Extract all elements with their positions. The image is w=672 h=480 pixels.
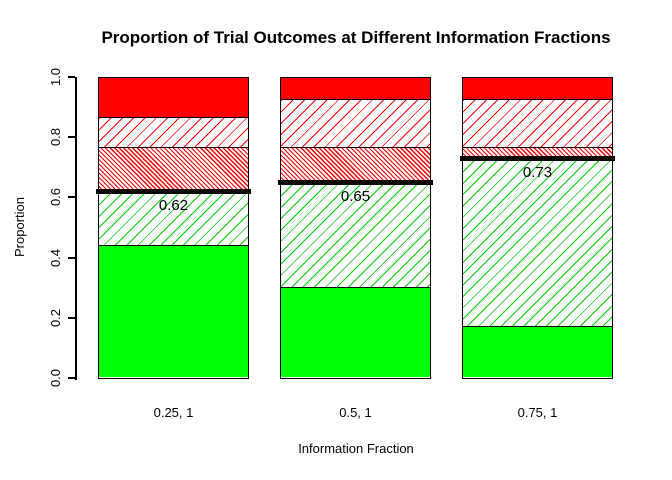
bar-0-5-1: [280, 77, 431, 379]
y-tick-label: 1.0: [48, 67, 63, 87]
bar-segment-solid-green: [281, 287, 430, 377]
y-tick: [68, 136, 75, 139]
chart-title: Proportion of Trial Outcomes at Differen…: [101, 28, 611, 47]
bar-segment-hatched-red-sparse: [281, 98, 430, 147]
y-tick: [68, 256, 75, 259]
threshold-line: [96, 189, 251, 195]
y-tick: [68, 377, 75, 379]
y-tick: [68, 316, 75, 319]
y-tick-label: 0.8: [48, 128, 63, 147]
bar-segment-hatched-green: [99, 191, 248, 246]
bar-segment-hatched-red-dense: [281, 146, 430, 183]
bar-segment-solid-red: [99, 78, 248, 117]
bar-segment-hatched-green: [281, 182, 430, 288]
bar-segment-solid-red: [463, 78, 612, 99]
y-tick: [68, 196, 75, 199]
x-axis-title: Information Fraction: [298, 441, 414, 456]
threshold-line: [460, 156, 615, 162]
threshold-line: [278, 180, 433, 186]
y-tick-label: 0.4: [48, 248, 63, 267]
bar-segment-hatched-red-dense: [463, 146, 612, 159]
y-axis-title: Proportion: [12, 197, 27, 257]
y-tick-label: 0.6: [48, 188, 63, 207]
bar-segment-solid-red: [281, 78, 430, 99]
y-tick-label: 0.2: [48, 308, 63, 327]
x-tick-label: 0.25, 1: [153, 405, 194, 420]
bar-segment-solid-green: [99, 245, 248, 377]
threshold-value-label: 0.65: [340, 188, 371, 206]
bar-segment-solid-green: [463, 326, 612, 377]
x-tick-label: 0.75, 1: [517, 405, 558, 420]
bar-segment-hatched-red-sparse: [99, 116, 248, 147]
x-tick-label: 0.5, 1: [339, 405, 372, 420]
bar-segment-hatched-red-sparse: [463, 98, 612, 147]
bar-0-75-1: [462, 77, 613, 379]
y-axis-line: [75, 77, 77, 380]
threshold-value-label: 0.73: [522, 164, 553, 182]
y-tick: [68, 76, 75, 78]
bar-0-25-1: [98, 77, 249, 379]
threshold-value-label: 0.62: [158, 197, 189, 215]
bar-segment-hatched-green: [463, 158, 612, 327]
y-tick-label: 0.0: [48, 368, 63, 388]
bar-segment-hatched-red-dense: [99, 146, 248, 192]
